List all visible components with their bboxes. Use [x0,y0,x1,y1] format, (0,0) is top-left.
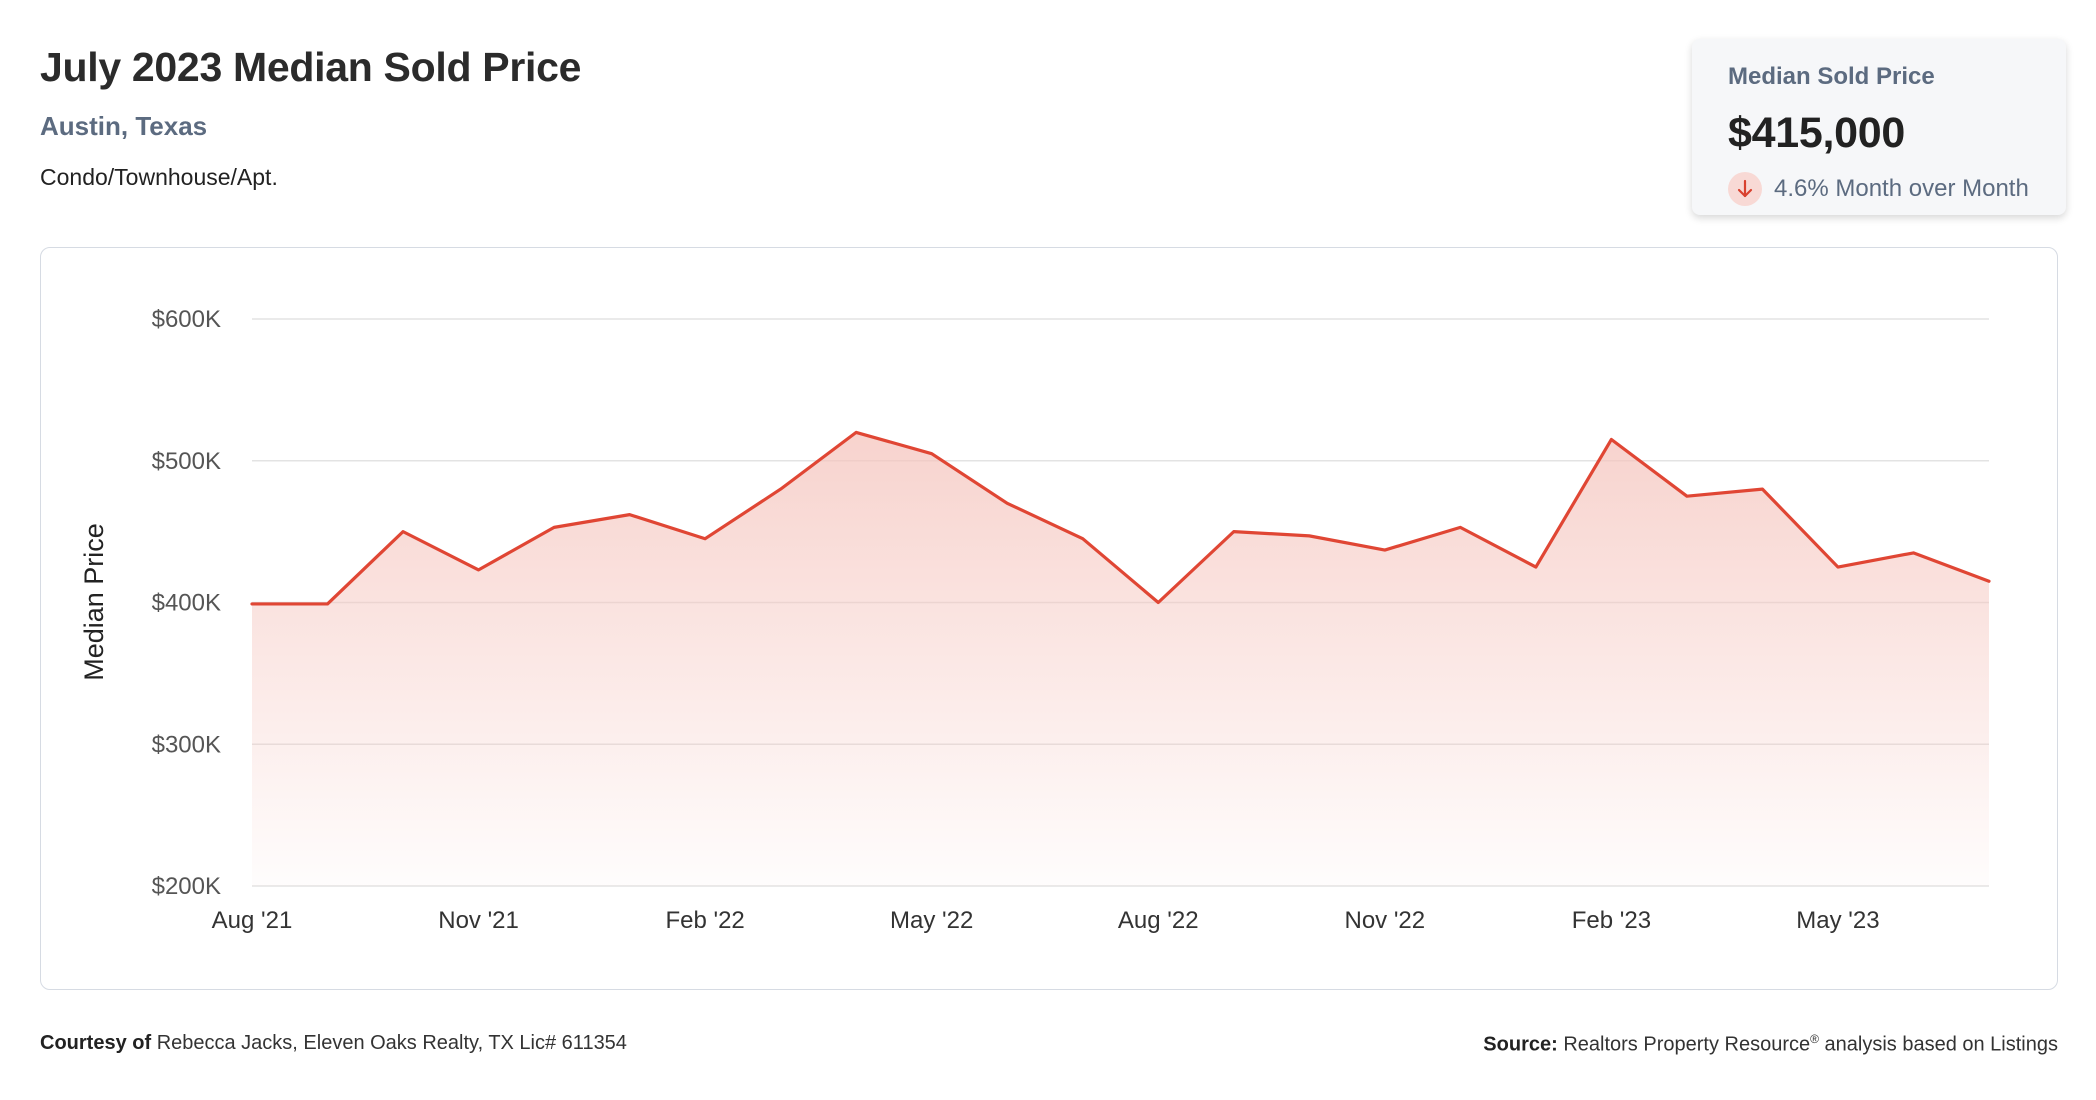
x-tick-label: May '23 [1796,907,1879,934]
page-title: July 2023 Median Sold Price [40,44,582,90]
chart-panel: $200K $300K $400K $500K $600K Aug '21 Nov '21 F… [40,247,2058,990]
median-price-chart: $200K $300K $400K $500K $600K Aug '21 Nov '21 F… [79,306,1991,934]
x-tick-label: Nov '21 [438,907,519,934]
x-tick-label: Feb '23 [1572,907,1651,934]
stat-change: 4.6% Month over Month [1728,172,2030,206]
source-text-suffix: analysis based on Listings [1818,1033,2059,1056]
x-tick-label: May '22 [890,907,973,934]
area-fill [252,432,1989,886]
y-tick-label: $500K [152,448,221,475]
courtesy-text: Rebecca Jacks, Eleven Oaks Realty, TX Li… [156,1032,627,1054]
footer-source: Source: Realtors Property Resource® anal… [1483,1032,2058,1057]
stat-label: Median Sold Price [1728,63,1935,90]
x-tick-label: Aug '21 [212,907,293,934]
y-tick-label: $400K [152,590,221,617]
y-tick-label: $600K [152,306,221,333]
x-tick-label: Feb '22 [665,907,744,934]
source-text: Realtors Property Resource [1563,1033,1811,1056]
stat-value: $415,000 [1728,109,1905,157]
location-label: Austin, Texas [40,111,208,141]
registered-mark: ® [1810,1032,1819,1046]
source-label: Source: [1483,1033,1558,1056]
courtesy-label: Courtesy of [40,1032,152,1054]
arrow-down-icon [1728,172,1762,206]
x-tick-label: Aug '22 [1118,907,1199,934]
footer-courtesy: Courtesy of Rebecca Jacks, Eleven Oaks R… [40,1032,627,1055]
median-price-card: Median Sold Price $415,000 4.6% Month ov… [1692,39,2066,215]
property-type-label: Condo/Townhouse/Apt. [40,164,278,190]
series-line [250,430,1991,606]
report-header: July 2023 Median Sold Price Austin, Texa… [40,44,581,191]
y-tick-label: $300K [152,731,221,758]
y-axis-label: Median Price [79,523,109,681]
stat-change-text: 4.6% Month over Month [1774,175,2029,202]
y-tick-label: $200K [152,873,221,900]
x-tick-label: Nov '22 [1345,907,1426,934]
